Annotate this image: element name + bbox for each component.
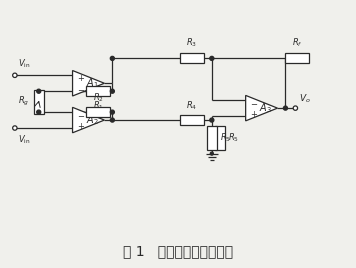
Polygon shape [246,95,277,121]
Circle shape [110,118,114,122]
Bar [286,53,309,63]
Text: $R_5$: $R_5$ [228,132,239,144]
Bar [180,53,204,63]
Bar [207,126,217,150]
Text: $+$: $+$ [250,109,258,119]
Circle shape [110,110,114,114]
Bar [180,115,204,125]
Text: $V_{\rm in}$: $V_{\rm in}$ [18,133,30,146]
Polygon shape [73,107,104,133]
Text: $R_1$: $R_1$ [93,99,104,112]
Text: $A_1$: $A_1$ [86,76,99,90]
Text: $-$: $-$ [77,84,85,94]
Polygon shape [73,70,104,96]
Bar [87,86,110,96]
Bar [34,90,44,114]
Circle shape [13,73,17,77]
Text: $R_4$: $R_4$ [186,100,198,112]
Circle shape [37,89,41,93]
Circle shape [210,56,214,60]
Circle shape [210,152,213,155]
Text: $+$: $+$ [77,121,85,131]
Circle shape [210,118,214,122]
Text: $R_3$: $R_3$ [186,37,198,49]
Text: $V_o$: $V_o$ [299,93,311,105]
Text: $R_5$: $R_5$ [220,132,231,144]
Circle shape [110,89,114,93]
Circle shape [293,106,298,110]
Text: $R_f$: $R_f$ [292,37,303,49]
Text: $A_2$: $A_2$ [86,113,99,127]
Circle shape [13,126,17,130]
Text: $R_2$: $R_2$ [93,92,104,104]
Text: $-$: $-$ [250,98,258,107]
Bar [87,107,110,117]
Text: $R_g$: $R_g$ [19,95,30,108]
Text: $+$: $+$ [77,73,85,83]
Bar [215,126,225,150]
Text: 图 1   仪表放大器典型结构: 图 1 仪表放大器典型结构 [123,244,233,258]
Circle shape [37,110,41,114]
Text: $-$: $-$ [77,110,85,119]
Text: $V_{\rm in}$: $V_{\rm in}$ [18,58,30,70]
Circle shape [283,106,287,110]
Circle shape [110,56,114,60]
Text: $A_3$: $A_3$ [259,101,272,115]
